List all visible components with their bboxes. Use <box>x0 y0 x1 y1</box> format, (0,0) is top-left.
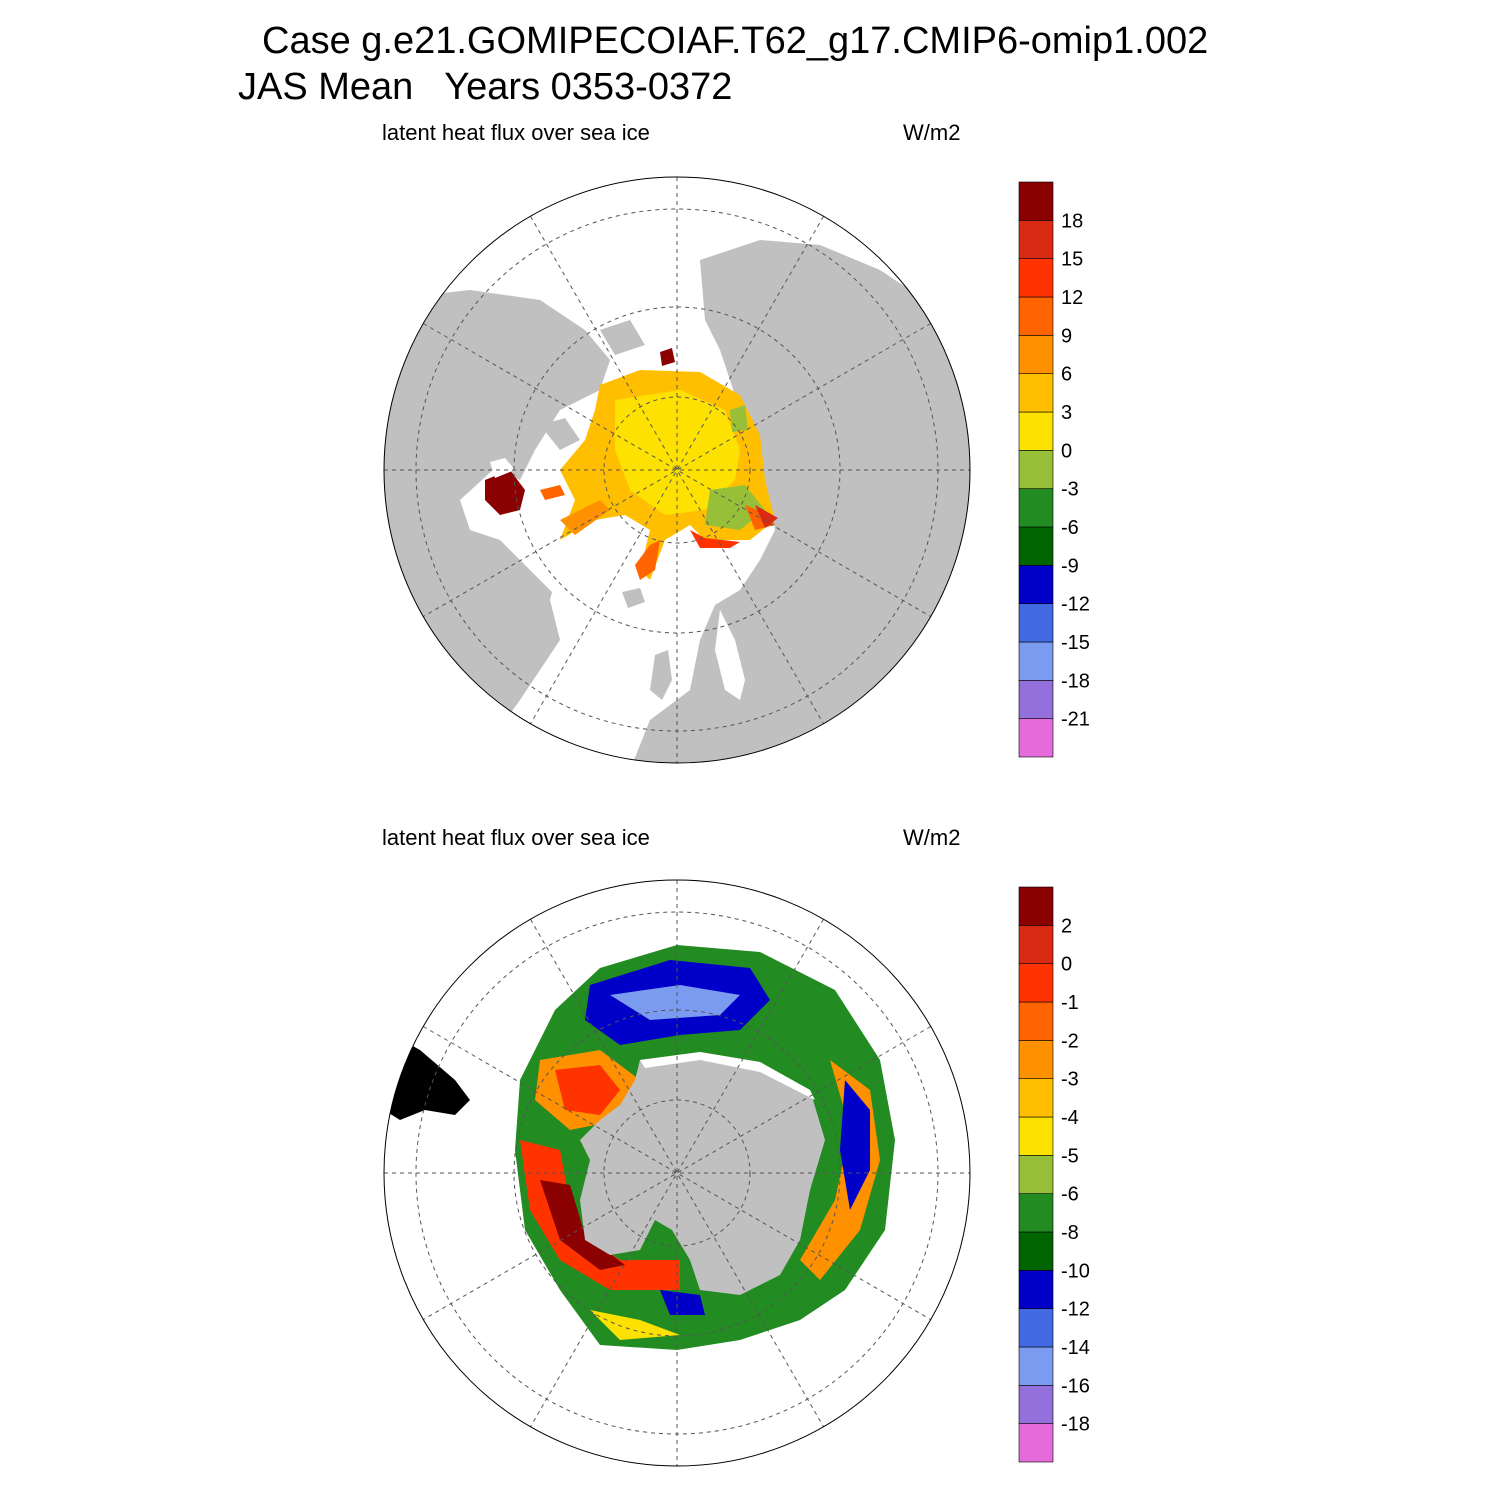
colorbar-south-swatch <box>1018 1078 1054 1118</box>
colorbar-north-swatch <box>1018 296 1054 336</box>
colorbar-south-tick-label: -14 <box>1061 1337 1090 1359</box>
colorbar-south-swatch <box>1018 1193 1054 1233</box>
map-north <box>383 176 971 764</box>
map-south-border <box>383 879 971 1467</box>
colorbar-south-tick-label: 2 <box>1061 915 1072 937</box>
map-north-graticule <box>384 177 970 763</box>
panel-north-variable-label: latent heat flux over sea ice <box>382 120 650 145</box>
map-south-graticule <box>384 880 970 1466</box>
colorbar-south-tick-label: -2 <box>1061 1030 1079 1052</box>
colorbar-north-tick-label: 3 <box>1061 402 1072 424</box>
colorbar-north-swatch <box>1018 526 1054 566</box>
colorbar-north-swatch <box>1018 603 1054 643</box>
colorbar-south-swatch <box>1018 1231 1054 1271</box>
colorbar-south-tick-label: 0 <box>1061 954 1072 976</box>
colorbar-south-swatch <box>1018 1116 1054 1156</box>
figure-title-case: Case g.e21.GOMIPECOIAF.T62_g17.CMIP6-omi… <box>262 20 1209 62</box>
colorbar-north-tick-label: 12 <box>1061 287 1083 309</box>
colorbar-south-swatch <box>1018 886 1054 926</box>
colorbar-north-swatch <box>1018 565 1054 604</box>
panel-south-variable-label: latent heat flux over sea ice <box>382 825 650 850</box>
colorbar-north-tick-label: 6 <box>1061 364 1072 386</box>
colorbar-south-swatch <box>1018 1423 1054 1463</box>
colorbar-north-swatch <box>1018 718 1054 758</box>
colorbar-north-swatch <box>1018 488 1054 528</box>
colorbar-north-swatch <box>1018 335 1054 374</box>
colorbar-south-tick-label: -10 <box>1061 1260 1090 1282</box>
colorbar-north-tick-label: -18 <box>1061 670 1090 692</box>
panel-north-units-label: W/m2 <box>903 120 961 145</box>
colorbar-south-tick-label: -8 <box>1061 1222 1079 1244</box>
colorbar-south-tick-label: -3 <box>1061 1069 1079 1091</box>
colorbar-south-swatch <box>1018 1155 1054 1194</box>
colorbar-north-tick-label: -15 <box>1061 632 1090 654</box>
colorbar-south-swatch <box>1018 925 1054 964</box>
colorbar-north-tick-label: 9 <box>1061 325 1072 347</box>
map-south <box>383 879 971 1467</box>
colorbar-north-tick-label: -9 <box>1061 555 1079 577</box>
colorbar-north-tick-label: 18 <box>1061 210 1083 232</box>
colorbar-north: -21 -18 -15 -12 -9 -6 -3 0 3 6 9 12 15 18 <box>1018 181 1090 758</box>
colorbar-south-tick-label: -6 <box>1061 1184 1079 1206</box>
colorbar-north-swatch <box>1018 411 1054 451</box>
colorbar-south-swatch <box>1018 1001 1054 1041</box>
colorbar-south-swatch <box>1018 1346 1054 1386</box>
colorbar-north-swatch <box>1018 450 1054 489</box>
colorbar-south-swatch <box>1018 963 1054 1003</box>
figure-title-season: JAS Mean Years 0353-0372 <box>238 66 733 108</box>
colorbar-south-swatch <box>1018 1385 1054 1424</box>
colorbar-south-tick-label: -18 <box>1061 1414 1090 1436</box>
colorbar-south-tick-label: -5 <box>1061 1145 1079 1167</box>
colorbar-north-tick-label: -3 <box>1061 479 1079 501</box>
colorbar-north-tick-label: -12 <box>1061 594 1090 616</box>
colorbar-south-swatch <box>1018 1308 1054 1348</box>
map-north-border <box>383 176 971 764</box>
colorbar-north-tick-label: 15 <box>1061 249 1083 271</box>
colorbar-north-swatch <box>1018 373 1054 413</box>
colorbar-south-swatch <box>1018 1270 1054 1309</box>
colorbar-north-swatch <box>1018 258 1054 298</box>
colorbar-north-tick-label: -6 <box>1061 517 1079 539</box>
panel-south-units-label: W/m2 <box>903 825 961 850</box>
colorbar-north-tick-label: 0 <box>1061 440 1072 462</box>
colorbar-north-tick-label: -21 <box>1061 709 1090 731</box>
colorbar-south-tick-label: -4 <box>1061 1107 1079 1129</box>
colorbar-south-tick-label: -16 <box>1061 1375 1090 1397</box>
colorbar-north-swatch <box>1018 680 1054 719</box>
colorbar-south: -18-16-14-12-10-8-6-5-4-3-2-102 <box>1018 886 1090 1463</box>
colorbar-south-swatch <box>1018 1040 1054 1079</box>
colorbar-south-tick-label: -1 <box>1061 992 1079 1014</box>
colorbar-north-swatch <box>1018 220 1054 259</box>
colorbar-north-swatch <box>1018 181 1054 221</box>
colorbar-south-tick-label: -12 <box>1061 1299 1090 1321</box>
colorbar-north-swatch <box>1018 641 1054 681</box>
